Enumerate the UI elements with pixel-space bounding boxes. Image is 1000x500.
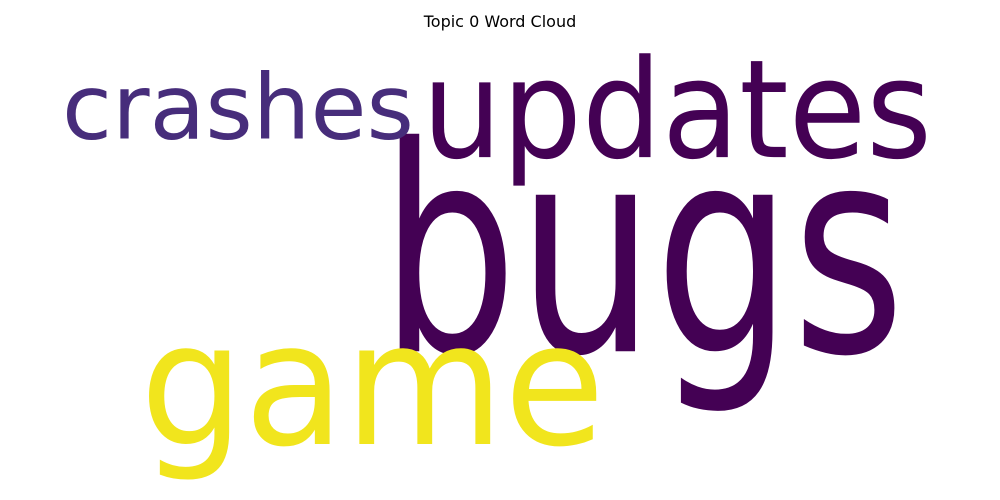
word-game: game xyxy=(140,287,605,485)
word-bugs: bugs xyxy=(380,85,905,419)
word-crashes: crashes xyxy=(62,56,414,160)
chart-title: Topic 0 Word Cloud xyxy=(423,12,577,31)
word-updates: updates xyxy=(422,31,932,190)
